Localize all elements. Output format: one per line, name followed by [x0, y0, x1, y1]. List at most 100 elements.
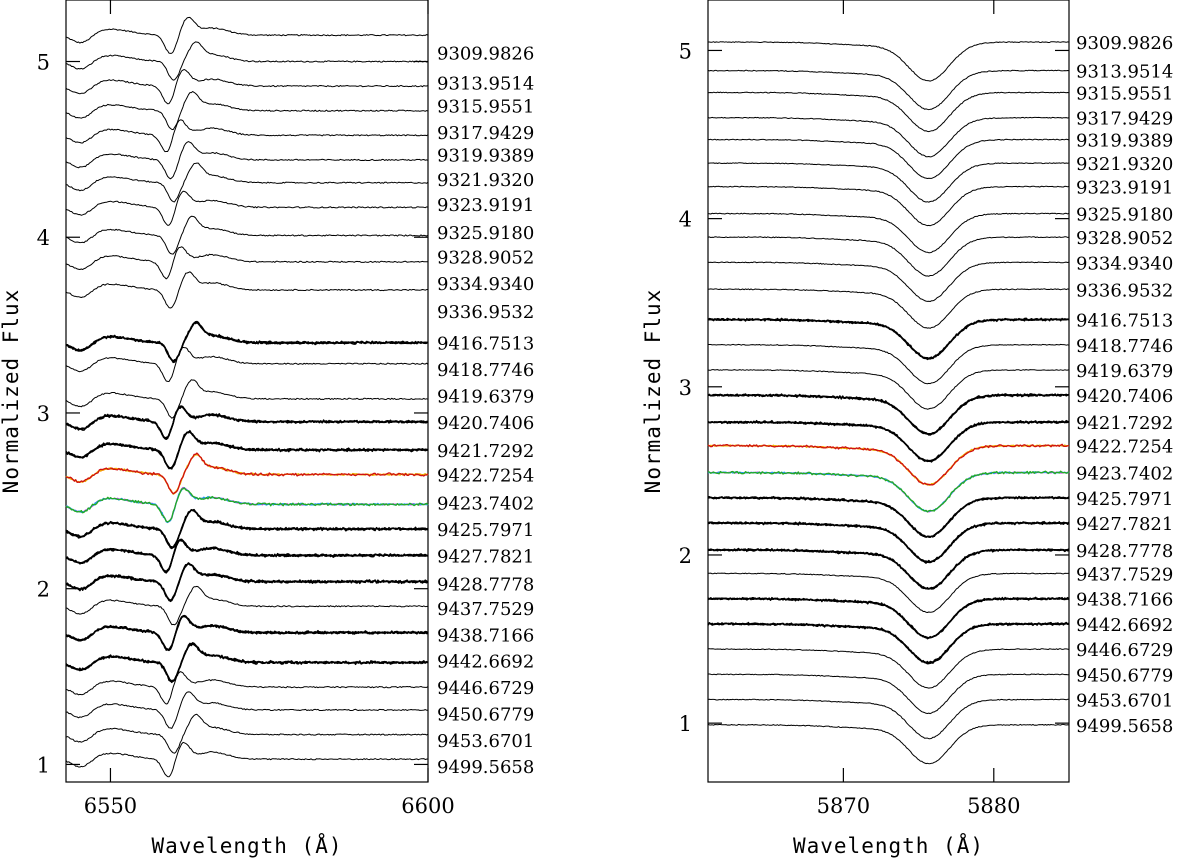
spectrum-line	[707, 212, 1070, 254]
spectrum-date-label: 9334.9340	[437, 274, 534, 295]
spectrum-line	[65, 562, 429, 602]
spectrum-line	[65, 379, 429, 419]
spectrum-date-label: 9420.7406	[437, 413, 534, 434]
spectrum-date-label: 9317.9429	[1076, 109, 1173, 130]
spectrum-line	[707, 420, 1070, 463]
spectrum-line	[65, 16, 429, 54]
spectrum-line	[707, 444, 1070, 486]
spectrum-date-label: 9416.7513	[1076, 311, 1173, 332]
spectrum-line	[65, 487, 429, 523]
spectrum-line	[708, 495, 1070, 539]
spectrum-date-label: 9421.7292	[1076, 413, 1173, 434]
spectrum-date-label: 9325.9180	[437, 223, 534, 244]
spectrum-date-label: 9321.9320	[1076, 154, 1173, 175]
left-x-axis-ticks: 6550 6600	[84, 0, 455, 818]
spectrum-line	[707, 723, 1070, 765]
right-y-axis-ticks: 1 2 3 4 5	[679, 39, 1069, 736]
spectrum-date-label: 9419.6379	[1076, 361, 1173, 382]
spectrum-line	[65, 615, 429, 651]
spectrum-line	[707, 621, 1070, 665]
x-tick-label: 5870	[817, 794, 870, 818]
spectrum-date-label: 9453.6701	[437, 731, 534, 752]
spectrum-line	[707, 698, 1070, 740]
spectrum-date-label: 9422.7254	[1076, 437, 1173, 458]
spectrum-date-label: 9446.6729	[1076, 640, 1173, 661]
spectrum-line	[707, 393, 1070, 436]
spectrum-date-label: 9438.7166	[437, 625, 534, 646]
spectrum-line	[707, 261, 1070, 302]
spectrum-date-label: 9319.9389	[437, 146, 534, 167]
spectrum-line	[707, 548, 1070, 590]
y-tick-label: 2	[679, 544, 692, 568]
spectrum-date-label: 9317.9429	[437, 123, 534, 144]
spectrum-date-label: 9419.6379	[437, 386, 534, 407]
y-tick-label: 3	[679, 376, 692, 400]
spectrum-date-label: 9336.9532	[1076, 280, 1173, 301]
spectrum-date-label: 9416.7513	[437, 334, 534, 355]
spectrum-date-label: 9321.9320	[437, 170, 534, 191]
spectrum-line	[707, 521, 1070, 563]
y-tick-label: 5	[37, 51, 50, 75]
spectrum-line	[65, 215, 429, 255]
spectrum-date-label: 9428.7778	[437, 574, 534, 595]
spectrum-date-label: 9325.9180	[1076, 205, 1173, 226]
y-tick-label: 3	[37, 402, 50, 426]
spectrum-date-label: 9437.7529	[437, 599, 534, 620]
spectrum-date-label: 9450.6779	[1076, 665, 1173, 686]
spectrum-line	[707, 444, 1069, 486]
spectrum-line	[65, 346, 429, 382]
spectrum-date-label: 9450.6779	[437, 704, 534, 725]
spectrum-line	[65, 452, 429, 495]
spectrum-line	[707, 116, 1070, 158]
spectrum-line	[708, 673, 1069, 715]
spectrum-line	[707, 419, 1070, 463]
spectrum-line	[707, 91, 1070, 133]
spectrum-date-label: 9425.7971	[1076, 489, 1173, 510]
spectrum-line	[65, 119, 429, 153]
spectrum-date-label: 9418.7746	[1076, 336, 1173, 357]
left-y-axis-ticks: 1 2 3 4 5	[37, 51, 428, 777]
spectrum-line	[65, 585, 429, 626]
spectrum-line	[65, 41, 429, 81]
left-panel-halpha: 1 2 3 4 5 6550 6600 9309.9826 9313.95149315.95…	[0, 0, 534, 858]
spectrum-line	[707, 369, 1070, 410]
spectrum-line	[708, 548, 1070, 590]
right-panel-hei: 1 2 3 4 5 5870 5880 9309.9826 9313.95149315.95…	[641, 0, 1173, 858]
spectrum-date-label: 9446.6729	[437, 678, 534, 699]
spectrum-line	[65, 69, 429, 105]
y-tick-label: 2	[37, 578, 50, 602]
spectrum-line	[65, 562, 429, 603]
spectrum-date-label: 9319.9389	[1076, 131, 1173, 152]
spectrum-date-label: 9427.7821	[1076, 514, 1173, 535]
spectrum-line	[65, 487, 429, 524]
spectrum-date-label: 9418.7746	[437, 360, 534, 381]
spectrum-date-label: 9315.9551	[1076, 83, 1173, 104]
spectrum-line	[65, 642, 428, 684]
spectrum-date-label: 9442.6692	[1076, 615, 1173, 636]
right-spectra-curves	[707, 41, 1070, 765]
left-y-axis-title: Normalized Flux	[0, 289, 23, 494]
spectrum-date-label: 9309.9826	[1076, 33, 1173, 54]
spectrum-line	[707, 288, 1070, 329]
x-tick-label: 6550	[84, 794, 137, 818]
spectrum-date-label: 9425.7971	[437, 520, 534, 541]
spectrum-date-label: 9315.9551	[437, 96, 534, 117]
spectrum-line	[707, 236, 1070, 277]
spectrum-line	[65, 741, 429, 778]
spectrum-line	[708, 343, 1070, 385]
spectrum-line	[707, 393, 1070, 435]
spectrum-line	[707, 420, 1070, 463]
spectrum-line	[65, 162, 429, 203]
spectrum-line	[65, 271, 429, 309]
spectrum-line	[65, 91, 429, 131]
left-plot-frame	[65, 0, 429, 783]
spectrum-date-label: 9328.9052	[1076, 228, 1173, 249]
spectrum-date-label: 9323.9191	[437, 195, 534, 216]
spectrum-line	[707, 521, 1070, 564]
spectrum-line	[65, 190, 429, 226]
spectrum-line	[65, 320, 429, 363]
spectrum-line	[707, 393, 1070, 436]
spectrum-line	[708, 572, 1070, 613]
